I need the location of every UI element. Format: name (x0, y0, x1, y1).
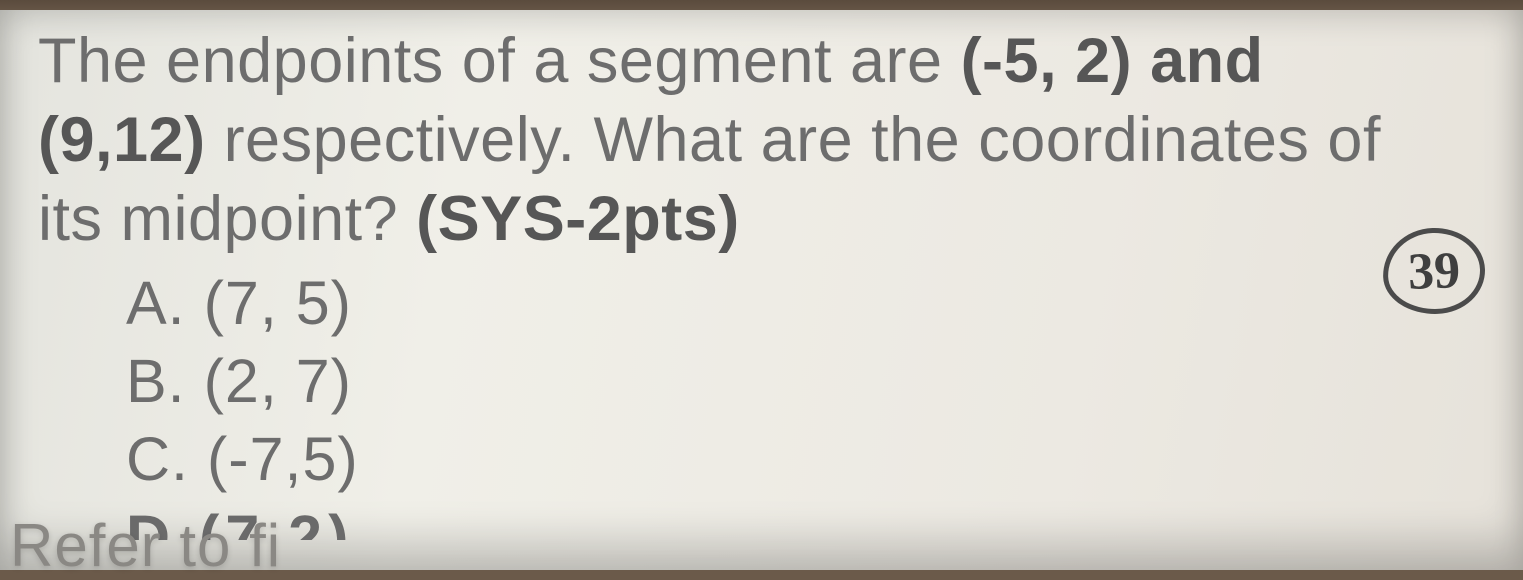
option-a: A. (7, 5) (126, 264, 1493, 342)
answer-options: A. (7, 5) B. (2, 7) C. (-7,5) D (7 2) (38, 264, 1493, 540)
worksheet-paper: The endpoints of a segment are (-5, 2) a… (0, 10, 1523, 570)
question-text: its midpoint? (38, 184, 416, 254)
question-bold: (-5, 2) and (961, 26, 1264, 96)
circled-number-value: 39 (1407, 241, 1461, 302)
question-line-2: (9,12) respectively. What are the coordi… (38, 101, 1493, 180)
question-line-3: its midpoint? (SYS-2pts) (38, 180, 1493, 259)
question-bold: (9,12) (38, 105, 206, 175)
question-text: respectively. What are the coordinates o… (206, 105, 1381, 175)
question-line-1: The endpoints of a segment are (-5, 2) a… (38, 22, 1493, 101)
option-d-partial: D (7 2) (126, 498, 1493, 540)
question-text: The endpoints of a segment are (38, 26, 961, 96)
option-b: B. (2, 7) (126, 342, 1493, 420)
option-c: C. (-7,5) (126, 420, 1493, 498)
question-tag: (SYS-2pts) (416, 184, 740, 254)
